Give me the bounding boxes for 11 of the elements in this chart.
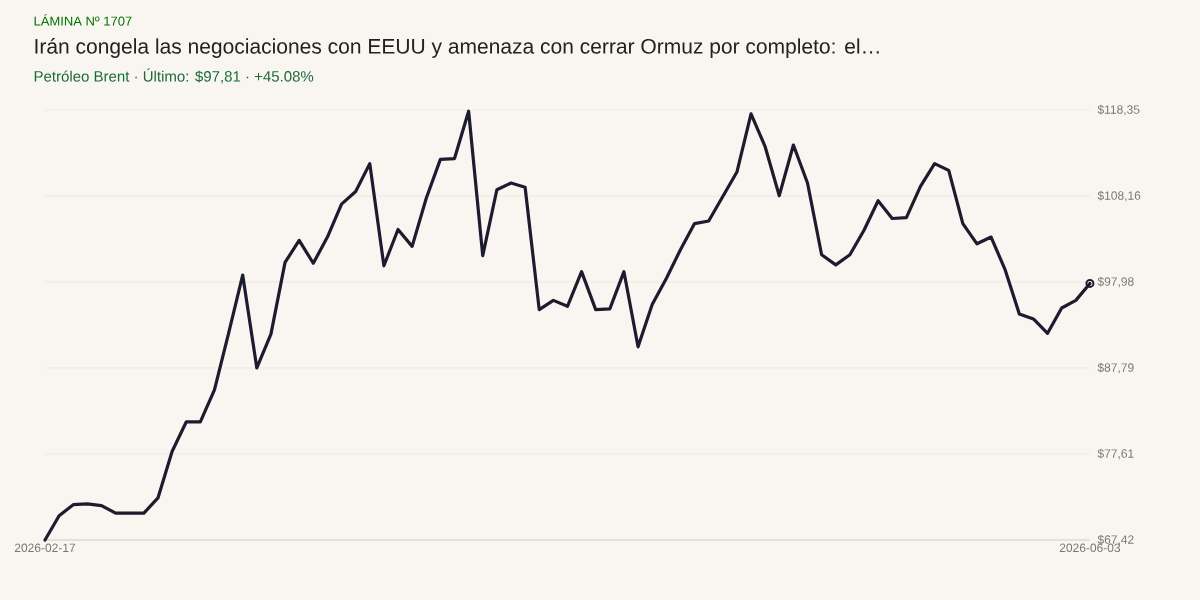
text: LÁMINA Nº 1707 <box>34 14 132 26</box>
y-tick-label: $108,16 <box>1097 190 1141 202</box>
y-tick-label: $67,42 <box>1097 534 1134 546</box>
x-tick-label: 2026-06-03 <box>1059 543 1121 553</box>
chart-subtitle: Petróleo Brent · Último: $97,81 · +45.08% <box>34 68 314 84</box>
x-tick-label: 2026-02-17 <box>14 543 76 553</box>
y-tick-label: $118,35 <box>1097 104 1140 116</box>
y-tick-label: $87,79 <box>1097 362 1134 374</box>
chart-title: Irán congela las negociaciones con EEUU y amenaza con cerrar Ormuz por completo: el… <box>35 38 879 58</box>
y-tick-label: $77,61 <box>1097 448 1134 460</box>
y-tick-label: $97,98 <box>1097 276 1134 288</box>
